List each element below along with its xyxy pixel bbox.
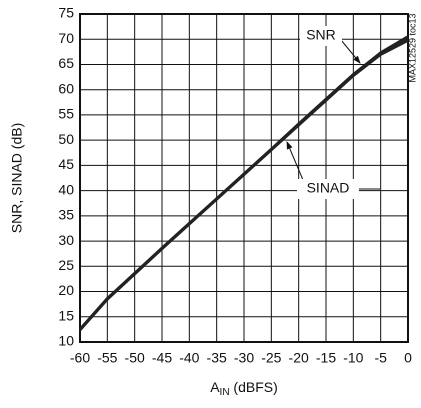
x-tick-label: -20 <box>289 350 309 366</box>
y-tick-label: 30 <box>58 232 74 248</box>
x-tick-label: -45 <box>152 350 172 366</box>
y-tick-label: 60 <box>58 80 74 96</box>
annotation-arrow <box>286 141 304 181</box>
plot-frame <box>79 13 409 343</box>
x-tick-label: -55 <box>97 350 117 366</box>
x-tick-label: -50 <box>125 350 145 366</box>
annotation-arrow <box>340 39 361 64</box>
y-tick-label: 55 <box>58 106 74 122</box>
y-tick-label: 15 <box>58 307 74 323</box>
y-axis-label: SNR, SINAD (dB) <box>9 123 25 233</box>
y-tick-label: 65 <box>58 55 74 71</box>
x-axis-label: AIN (dBFS) <box>210 379 278 398</box>
x-label-subscript: IN <box>220 387 230 398</box>
annotation: SNR <box>306 27 336 43</box>
series-line <box>78 38 409 331</box>
x-tick-label: -30 <box>234 350 254 366</box>
y-tick-label: 45 <box>58 156 74 172</box>
x-label-base: A <box>210 379 220 395</box>
annotation-box <box>297 179 359 199</box>
annotation: SINAD <box>307 180 350 196</box>
x-tick-label: -10 <box>343 350 363 366</box>
x-tick-label: -35 <box>207 350 227 366</box>
x-tick-label: -60 <box>70 350 90 366</box>
y-tick-label: 50 <box>58 131 74 147</box>
y-tick-label: 40 <box>58 181 74 197</box>
x-tick-label: 0 <box>404 350 412 366</box>
x-tick-label: -40 <box>179 350 199 366</box>
annotation-box <box>300 26 342 46</box>
y-tick-label: 70 <box>58 30 74 46</box>
y-tick-label: 35 <box>58 207 74 223</box>
x-tick-label: -25 <box>261 350 281 366</box>
y-tick-label: 25 <box>58 257 74 273</box>
y-tick-label: 10 <box>58 333 74 349</box>
x-tick-label: -5 <box>374 350 387 366</box>
y-tick-label: 75 <box>58 5 74 21</box>
x-label-rest: (dBFS) <box>230 379 278 395</box>
y-tick-label: 20 <box>58 282 74 298</box>
side-note: MAX12529 toc13 <box>407 13 417 82</box>
x-tick-label: -15 <box>316 350 336 366</box>
